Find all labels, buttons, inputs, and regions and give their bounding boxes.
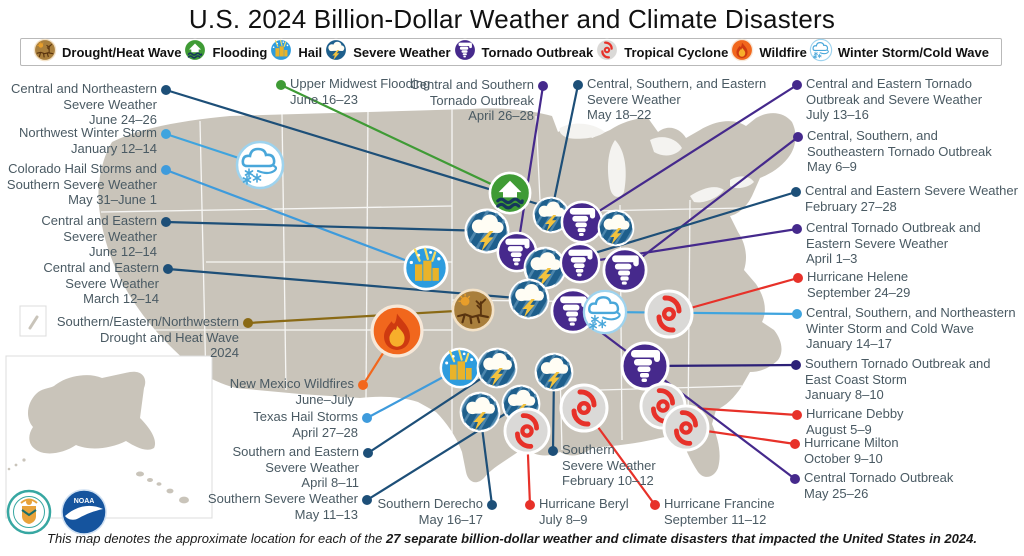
map-icon-drought: [451, 288, 495, 332]
drought-icon: [33, 38, 57, 67]
footnote: This map denotes the approximate locatio…: [0, 531, 1024, 546]
legend-label: Severe Weather: [353, 44, 451, 60]
map-icon-severe: [459, 391, 501, 433]
leader-line-central-southern-eastern-severe-may18: [549, 83, 580, 217]
legend-item-severe: Severe Weather: [324, 38, 451, 67]
map-icon-wildfire: [370, 304, 424, 358]
legend-item-hail: Hail: [269, 38, 322, 67]
footnote-prefix: This map denotes the approximate locatio…: [47, 531, 386, 546]
legend-label: Winter Storm/Cold Wave: [837, 44, 989, 60]
map-icon-severe: [523, 246, 567, 290]
map-icon-hail: [403, 245, 449, 291]
legend-item-drought: Drought/Heat Wave: [33, 38, 181, 67]
noaa-logo: NOAA: [61, 489, 107, 535]
winter-icon: [809, 38, 833, 67]
leader-line-winter-storm-cold-wave-jan14: [603, 310, 799, 316]
map-icon-tornado: [620, 341, 670, 391]
footnote-bold: 27 separate billion-dollar weather and c…: [385, 531, 977, 546]
legend-item-winter: Winter Storm/Cold Wave: [809, 38, 989, 67]
tornado-icon: [453, 38, 477, 67]
leader-line-central-eastern-severe-jun12: [164, 220, 489, 233]
legend-label: Drought/Heat Wave: [62, 44, 182, 60]
legend: Drought/Heat Wave Flooding Hail Severe Weat…: [20, 38, 1002, 66]
leader-line-central-eastern-tornado-jul13: [580, 83, 799, 224]
alaska-inset: [5, 355, 213, 519]
map-icon-winter: [235, 140, 285, 190]
legend-label: Tropical Cyclone: [624, 44, 729, 60]
map-icon-winter: [582, 289, 628, 335]
legend-item-cyclone: Tropical Cyclone: [595, 38, 728, 67]
flooding-icon: [183, 38, 207, 67]
map-icon-severe: [476, 347, 518, 389]
hail-icon: [269, 38, 293, 67]
map-icon-hail: [439, 347, 481, 389]
legend-item-wildfire: Wildfire: [730, 38, 807, 67]
leader-line-southern-eastern-severe-apr8: [366, 366, 499, 455]
map-icon-tornado: [602, 247, 648, 293]
legend-label: Wildfire: [759, 44, 807, 60]
leader-line-southern-tornado-east-coast-jan8: [643, 363, 798, 368]
legend-item-flooding: Flooding: [183, 38, 267, 67]
territory-inset: [19, 305, 47, 337]
legend-item-tornado: Tornado Outbreak: [453, 38, 594, 67]
wildfire-icon: [730, 38, 754, 67]
map-icon-severe: [534, 352, 574, 392]
map-icon-cyclone: [662, 404, 710, 452]
noaa-logo-text: NOAA: [74, 498, 95, 505]
doc-logo: [6, 489, 52, 535]
page-title: U.S. 2024 Billion-Dollar Weather and Cli…: [188, 4, 836, 34]
state-borders: [100, 108, 745, 451]
leader-line-central-southern-southeastern-tornado-may6: [623, 135, 800, 272]
leader-line-drought-heat-wave-2024: [246, 308, 475, 325]
legend-label: Tornado Outbreak: [481, 44, 594, 60]
severe-icon: [324, 38, 348, 67]
map-icon-severe: [464, 208, 510, 254]
map-icon-cyclone: [644, 289, 694, 339]
map-icon-severe: [532, 196, 570, 234]
legend-label: Flooding: [212, 44, 268, 60]
map-icon-tornado: [550, 288, 596, 334]
map-icon-tornado: [559, 242, 601, 284]
legend-label: Hail: [298, 44, 323, 60]
map-icon-severe: [597, 209, 635, 247]
map-icon-tornado: [560, 200, 604, 244]
map-icon-flooding: [488, 171, 532, 215]
map-icon-cyclone: [503, 407, 551, 455]
disaster-icons: [235, 140, 710, 455]
map-icon-severe: [508, 278, 550, 320]
leader-line-upper-midwest-flooding: [279, 83, 512, 195]
leader-line-central-southern-tornado-apr26: [515, 84, 545, 254]
cyclone-icon: [595, 38, 619, 67]
leader-line-central-tornado-may25: [571, 309, 797, 481]
map-icon-cyclone: [559, 383, 609, 433]
leader-line-colorado-hail-southern-severe: [164, 168, 428, 270]
great-lakes: [559, 123, 754, 203]
